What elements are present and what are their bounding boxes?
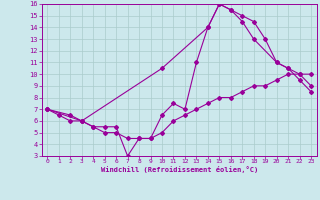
X-axis label: Windchill (Refroidissement éolien,°C): Windchill (Refroidissement éolien,°C) bbox=[100, 166, 258, 173]
